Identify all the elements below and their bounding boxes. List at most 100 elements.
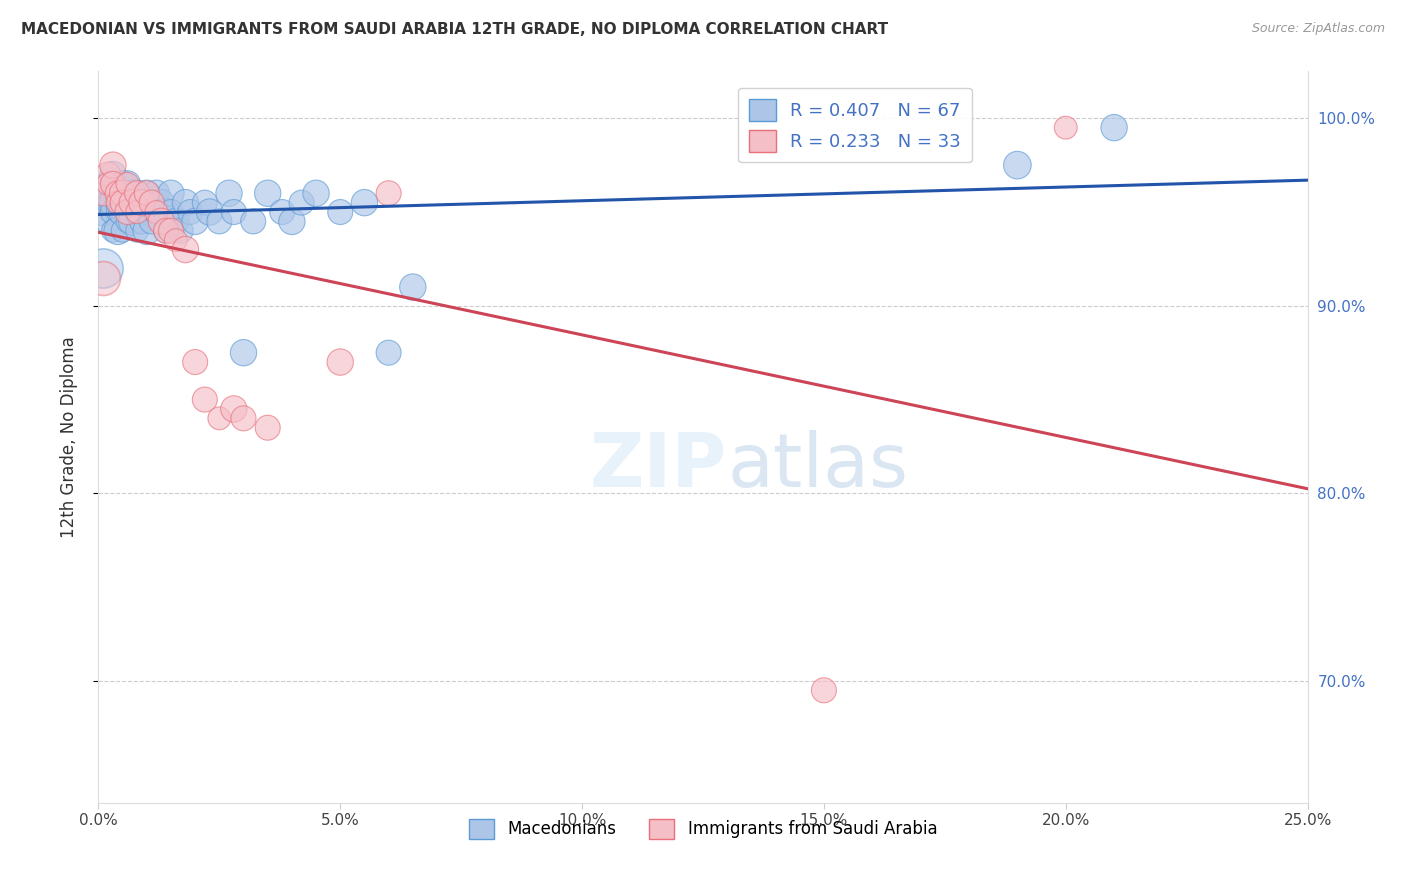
Text: atlas: atlas <box>727 430 908 503</box>
Point <box>91 186 114 201</box>
Point <box>242 214 264 228</box>
Point <box>377 186 399 201</box>
Point <box>174 243 197 257</box>
Point <box>165 214 187 228</box>
Point <box>165 233 187 247</box>
Point <box>174 195 197 210</box>
Point <box>91 270 114 285</box>
Point <box>107 224 129 238</box>
Point <box>131 195 153 210</box>
Point <box>141 195 163 210</box>
Point <box>290 195 312 210</box>
Point <box>101 158 124 172</box>
Point <box>160 224 183 238</box>
Point <box>127 205 149 219</box>
Point <box>160 186 183 201</box>
Point <box>111 195 134 210</box>
Point <box>155 224 177 238</box>
Point <box>208 214 231 228</box>
Point <box>135 205 157 219</box>
Point <box>184 214 207 228</box>
Point <box>150 195 173 210</box>
Point <box>232 345 254 359</box>
Point <box>377 345 399 359</box>
Point <box>222 205 245 219</box>
Point <box>150 214 173 228</box>
Point <box>198 205 221 219</box>
Point <box>222 401 245 416</box>
Point <box>256 186 278 201</box>
Point <box>150 214 173 228</box>
Point <box>101 177 124 191</box>
Point <box>101 177 124 191</box>
Point <box>131 214 153 228</box>
Point <box>232 411 254 425</box>
Point <box>107 186 129 201</box>
Point <box>121 186 143 201</box>
Text: Source: ZipAtlas.com: Source: ZipAtlas.com <box>1251 22 1385 36</box>
Point <box>97 186 120 201</box>
Point <box>97 168 120 182</box>
Point <box>1102 120 1125 135</box>
Text: ZIP: ZIP <box>591 430 727 503</box>
Point <box>107 195 129 210</box>
Y-axis label: 12th Grade, No Diploma: 12th Grade, No Diploma <box>59 336 77 538</box>
Point <box>256 420 278 434</box>
Point <box>1007 158 1029 172</box>
Point <box>111 186 134 201</box>
Point <box>305 186 328 201</box>
Point <box>194 195 217 210</box>
Point <box>121 195 143 210</box>
Point <box>97 177 120 191</box>
Point <box>145 205 167 219</box>
Point <box>101 205 124 219</box>
Point <box>111 205 134 219</box>
Point <box>141 195 163 210</box>
Point <box>160 205 183 219</box>
Point <box>127 205 149 219</box>
Point <box>117 177 139 191</box>
Text: MACEDONIAN VS IMMIGRANTS FROM SAUDI ARABIA 12TH GRADE, NO DIPLOMA CORRELATION CH: MACEDONIAN VS IMMIGRANTS FROM SAUDI ARAB… <box>21 22 889 37</box>
Point <box>184 355 207 369</box>
Point <box>101 224 124 238</box>
Point <box>194 392 217 407</box>
Point <box>107 205 129 219</box>
Point <box>281 214 304 228</box>
Point <box>329 355 352 369</box>
Point <box>97 214 120 228</box>
Point <box>91 205 114 219</box>
Point <box>117 195 139 210</box>
Point <box>127 186 149 201</box>
Point <box>131 195 153 210</box>
Legend: Macedonians, Immigrants from Saudi Arabia: Macedonians, Immigrants from Saudi Arabi… <box>463 812 943 846</box>
Point <box>117 214 139 228</box>
Point <box>127 186 149 201</box>
Point <box>329 205 352 219</box>
Point <box>107 195 129 210</box>
Point <box>155 224 177 238</box>
Point <box>91 195 114 210</box>
Point <box>145 205 167 219</box>
Point <box>127 224 149 238</box>
Point <box>155 205 177 219</box>
Point <box>353 195 375 210</box>
Point <box>1054 120 1077 135</box>
Point <box>121 195 143 210</box>
Point <box>179 205 201 219</box>
Point <box>208 411 231 425</box>
Point <box>101 168 124 182</box>
Point <box>111 224 134 238</box>
Point <box>141 214 163 228</box>
Point <box>111 195 134 210</box>
Point <box>97 195 120 210</box>
Point <box>135 186 157 201</box>
Point <box>813 683 835 698</box>
Point <box>135 224 157 238</box>
Point <box>111 177 134 191</box>
Point <box>402 280 425 294</box>
Point <box>101 195 124 210</box>
Point <box>121 214 143 228</box>
Point <box>218 186 240 201</box>
Point <box>91 261 114 276</box>
Point <box>135 186 157 201</box>
